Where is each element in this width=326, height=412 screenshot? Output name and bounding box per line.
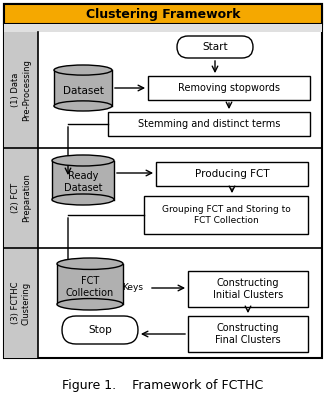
Text: Constructing
Initial Clusters: Constructing Initial Clusters (213, 278, 283, 300)
Text: Stop: Stop (88, 325, 112, 335)
Ellipse shape (52, 194, 114, 205)
Bar (4, 4, 322, 358)
Text: (2) FCT
Preparation: (2) FCT Preparation (11, 173, 31, 222)
Bar (188, 271, 308, 307)
Bar (156, 162, 308, 186)
Bar (54, 70, 112, 106)
Text: Figure 1.    Framework of FCTHC: Figure 1. Framework of FCTHC (62, 379, 264, 391)
Bar (57, 264, 123, 304)
Bar (52, 161, 114, 199)
Text: Start: Start (202, 42, 228, 52)
Ellipse shape (54, 101, 112, 111)
Bar (108, 112, 310, 136)
Ellipse shape (57, 299, 123, 310)
Text: (3) FCTHC
Clustering: (3) FCTHC Clustering (11, 281, 31, 325)
Text: Constructing
Final Clusters: Constructing Final Clusters (215, 323, 281, 345)
Text: Producing FCT: Producing FCT (195, 169, 269, 179)
Bar (4, 148, 38, 248)
Bar (144, 196, 308, 234)
Bar (4, 248, 38, 358)
FancyBboxPatch shape (177, 36, 253, 58)
Bar (4, 24, 322, 32)
Text: (1) Data
Pre-Processing: (1) Data Pre-Processing (11, 59, 31, 121)
FancyBboxPatch shape (62, 316, 138, 344)
Text: Ready
Dataset: Ready Dataset (64, 171, 102, 193)
Bar (188, 316, 308, 352)
Text: FCT
Collection: FCT Collection (66, 276, 114, 298)
Text: Grouping FCT and Storing to
FCT Collection: Grouping FCT and Storing to FCT Collecti… (162, 205, 290, 225)
Text: Dataset: Dataset (63, 86, 103, 96)
Ellipse shape (57, 258, 123, 269)
Bar (4, 4, 322, 24)
Text: Clustering Framework: Clustering Framework (86, 7, 240, 21)
Ellipse shape (54, 65, 112, 75)
Text: Keys: Keys (123, 283, 143, 293)
Text: Stemming and distinct terms: Stemming and distinct terms (138, 119, 280, 129)
Bar (4, 32, 38, 148)
Text: Removing stopwords: Removing stopwords (178, 83, 280, 93)
Bar (148, 76, 310, 100)
Ellipse shape (52, 155, 114, 166)
